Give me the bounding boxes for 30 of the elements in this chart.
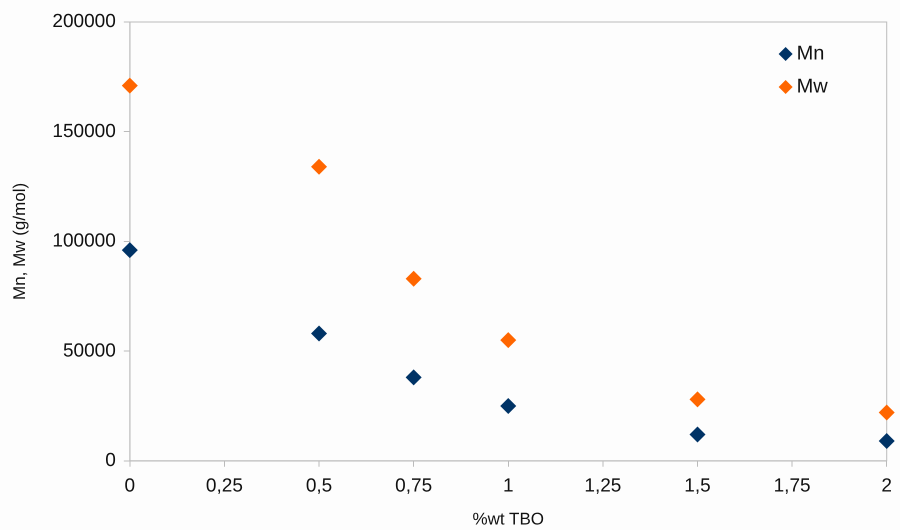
x-tick-label: 0,75 [395, 475, 432, 496]
point [406, 270, 422, 287]
x-tick-label: 1 [502, 475, 514, 496]
x-axis-title: %wt TBO [472, 509, 544, 528]
point [122, 78, 138, 94]
y-axis-title: Mn, Mw (g/mol) [10, 182, 29, 300]
y-tick-label: 100000 [52, 230, 116, 252]
y-tick-label: 50000 [62, 340, 116, 362]
point [122, 242, 138, 258]
legend-label: Mn [796, 42, 824, 65]
point [500, 332, 516, 348]
x-tick-label: 0 [124, 475, 136, 496]
y-tick-label: 150000 [52, 120, 116, 142]
point [689, 391, 706, 408]
y-tick-label: 0 [105, 450, 116, 472]
point [500, 398, 516, 414]
point [311, 158, 328, 175]
y-tick-label: 200000 [52, 11, 116, 32]
x-tick-label: 0,5 [306, 475, 332, 496]
point [689, 426, 706, 442]
x-tick-label: 2 [881, 475, 892, 496]
x-tick-label: 1,75 [774, 475, 811, 496]
point [406, 369, 422, 386]
point [878, 433, 895, 450]
point [878, 404, 895, 421]
x-tick-label: 1,5 [684, 475, 711, 496]
point [311, 326, 328, 342]
x-tick-label: 0,25 [206, 475, 243, 496]
legend-label: Mw [796, 76, 828, 98]
x-tick-label: 1,25 [584, 475, 622, 496]
